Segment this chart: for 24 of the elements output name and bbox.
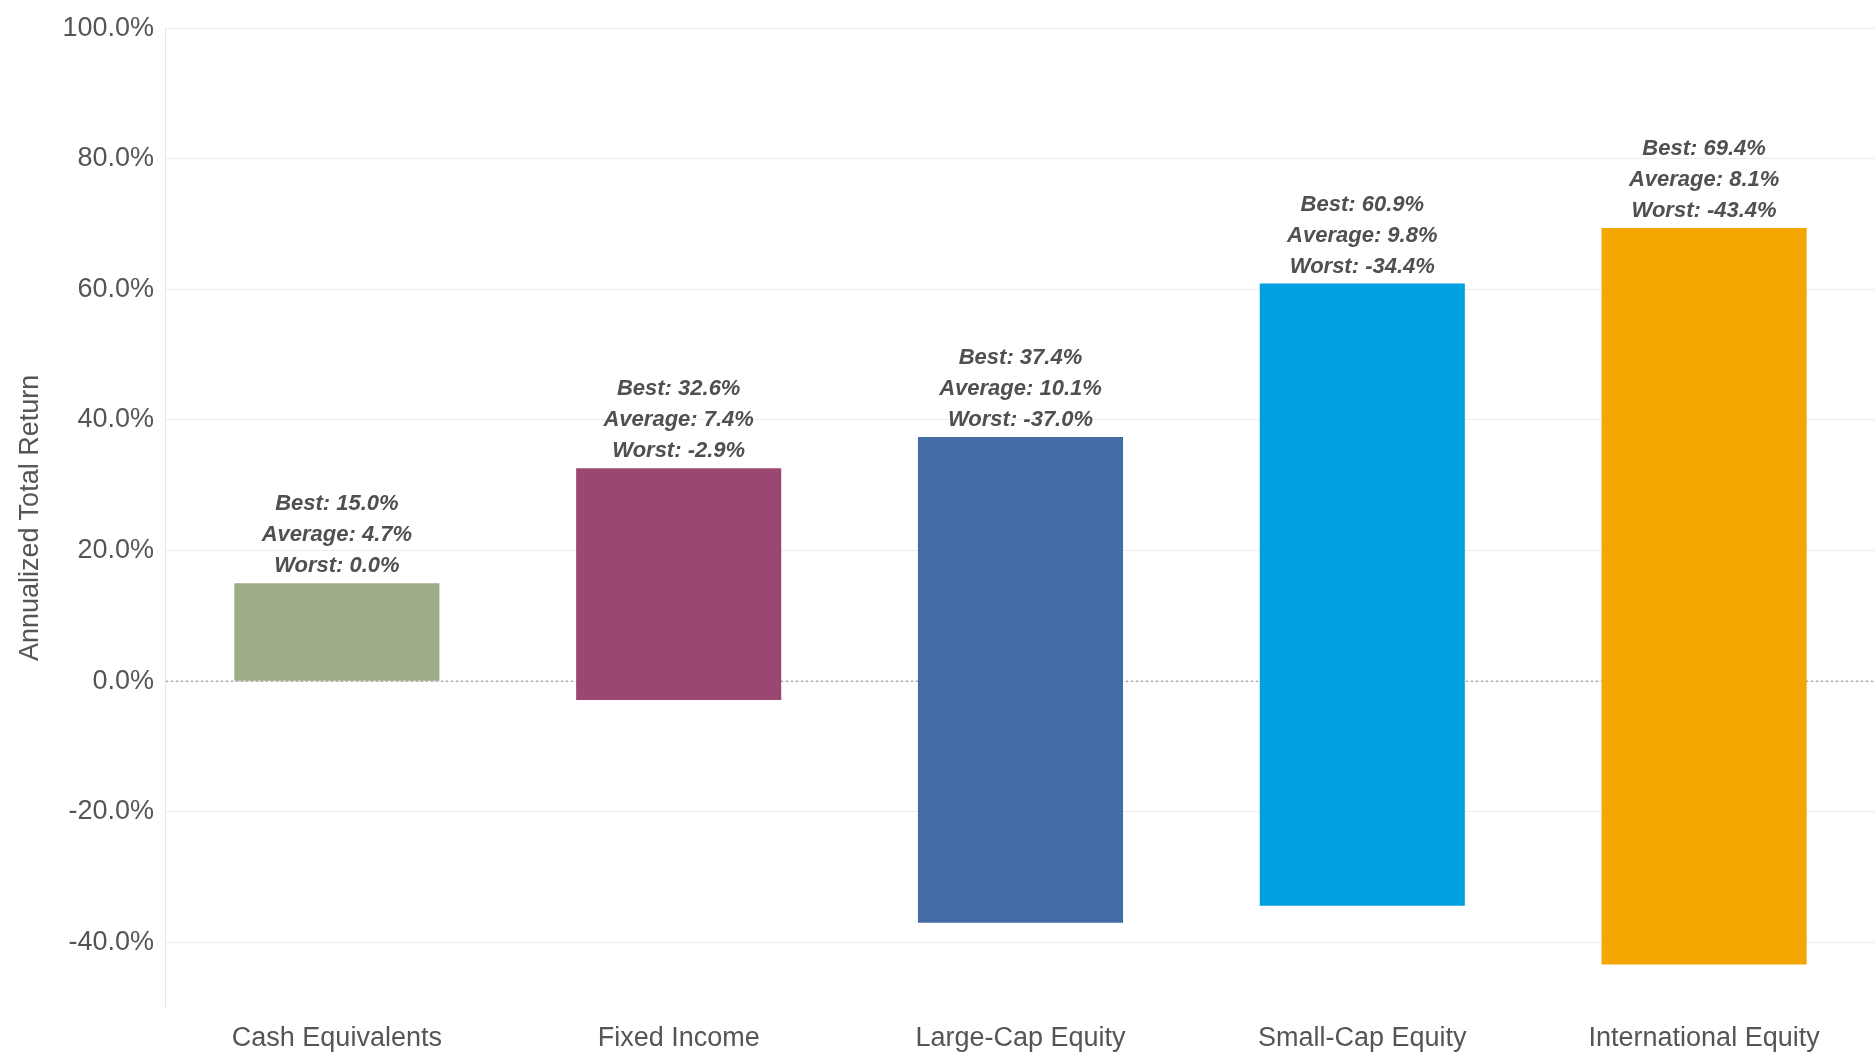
annotation: Best: 32.6% Average: 7.4% Worst: -2.9%: [602, 375, 754, 463]
annotation: Best: 69.4% Average: 8.1% Worst: -43.4%: [1627, 135, 1780, 223]
y-tick-label: -40.0%: [68, 925, 154, 956]
x-tick-label: International Equity: [1588, 1022, 1821, 1053]
x-tick-label: Cash Equivalents: [231, 1022, 442, 1053]
bar: [576, 468, 782, 701]
annotation: Best: 15.0% Average: 4.7% Worst: 0.0%: [260, 490, 413, 578]
bar: [917, 436, 1124, 923]
annotation: Best: 37.4% Average: 10.1% Worst: -37.0%: [938, 344, 1102, 431]
y-tick-label: 0.0%: [92, 664, 154, 695]
bar: [1601, 228, 1807, 965]
y-axis-title: Annualized Total Return: [13, 374, 44, 661]
y-tick-label: 80.0%: [77, 142, 154, 173]
y-tick-label: 40.0%: [77, 403, 154, 434]
annotation: Best: 60.9% Average: 9.8% Worst: -34.4%: [1286, 190, 1438, 278]
y-tick-label: 20.0%: [77, 534, 154, 564]
y-tick-label: 100.0%: [62, 11, 154, 42]
x-tick-label: Large-Cap Equity: [915, 1022, 1127, 1053]
x-tick-label: Fixed Income: [597, 1022, 760, 1053]
bar: [234, 583, 440, 681]
y-tick-label: 60.0%: [77, 272, 154, 303]
y-tick-label: -20.0%: [68, 795, 154, 826]
x-tick-label: Small-Cap Equity: [1258, 1022, 1468, 1053]
bar: [1259, 283, 1465, 906]
